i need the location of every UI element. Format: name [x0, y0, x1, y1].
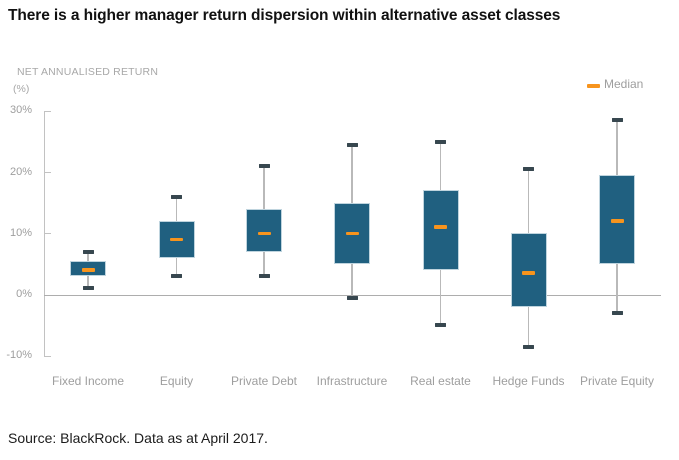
source-note: Source: BlackRock. Data as at April 2017… — [8, 430, 268, 446]
y-axis-title-units: (%) — [13, 83, 30, 95]
whisker-cap-low — [82, 286, 94, 291]
median-marker — [170, 237, 183, 242]
box-plot-box — [510, 233, 547, 307]
median-marker — [257, 231, 271, 236]
whisker-cap-high — [82, 249, 94, 254]
whisker-cap-high — [611, 118, 623, 123]
median-marker — [610, 219, 624, 223]
y-tick-label: 20% — [9, 165, 32, 178]
x-category-label: Equity — [159, 374, 194, 388]
median-marker — [345, 231, 359, 236]
median-dash-icon — [587, 84, 600, 88]
x-category-label: Infrastructure — [316, 374, 388, 388]
whisker-cap-low — [435, 323, 446, 328]
y-tick-mark — [44, 172, 51, 174]
whisker-cap-high — [435, 139, 446, 144]
chart-title: There is a higher manager return dispers… — [8, 7, 561, 24]
box-plot-box — [422, 190, 459, 270]
x-category-label: Private Equity — [579, 374, 655, 388]
y-axis-line — [44, 110, 45, 356]
y-axis-title: NET ANNUALISED RETURN — [17, 66, 159, 78]
median-marker — [522, 271, 535, 275]
whisker-cap-low — [258, 274, 270, 279]
y-tick-label: 0% — [16, 288, 32, 300]
y-tick-label: 10% — [9, 226, 32, 239]
y-tick-label: 30% — [9, 104, 32, 117]
y-tick-label: -10% — [6, 349, 32, 362]
median-marker — [81, 268, 95, 272]
whisker-cap-high — [171, 194, 182, 199]
whisker-cap-low — [346, 295, 358, 300]
box-plot-box — [246, 208, 282, 252]
whisker-cap-high — [346, 142, 358, 147]
x-category-label: Private Debt — [230, 374, 298, 388]
y-tick-mark — [44, 233, 51, 235]
x-category-label: Hedge Funds — [492, 374, 565, 388]
legend-label-median: Median — [604, 77, 644, 91]
whisker-cap-low — [171, 274, 182, 279]
whisker-cap-high — [258, 163, 270, 168]
whisker-cap-low — [523, 344, 534, 349]
x-category-label: Fixed Income — [51, 374, 125, 388]
median-marker — [434, 225, 447, 229]
y-tick-mark — [44, 110, 51, 112]
x-category-label: Real estate — [410, 374, 471, 388]
y-tick-mark — [44, 355, 51, 357]
whisker-cap-high — [523, 167, 534, 172]
whisker-cap-low — [611, 310, 623, 315]
